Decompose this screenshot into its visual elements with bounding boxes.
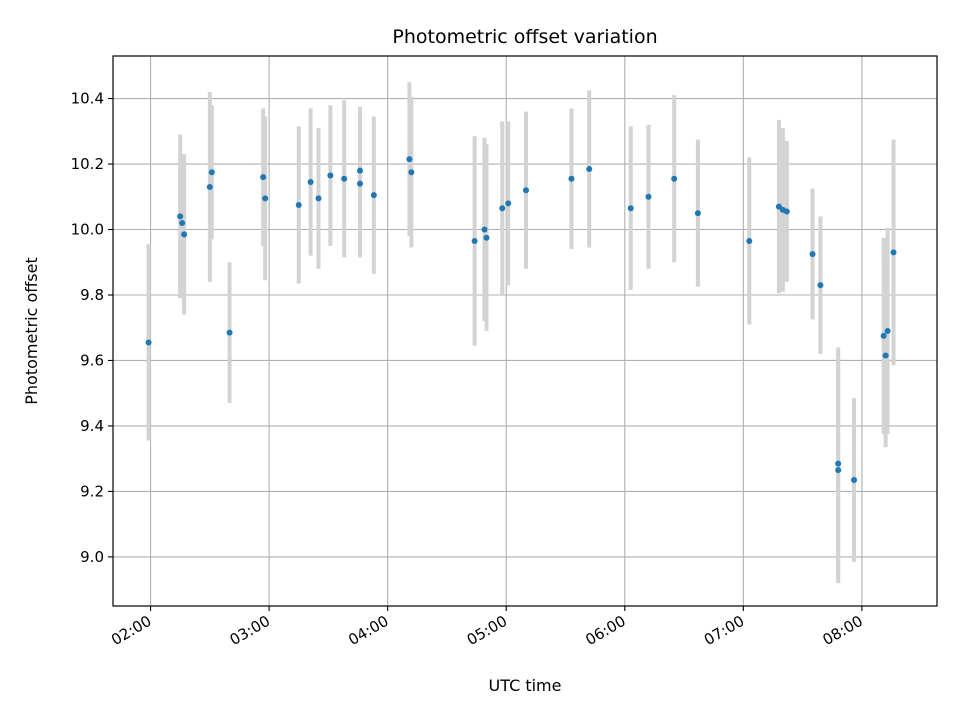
data-point <box>177 213 184 220</box>
x-tick-label: 06:00 <box>582 612 628 649</box>
data-point <box>357 180 364 187</box>
data-point <box>505 200 512 207</box>
data-point <box>884 328 891 334</box>
data-point <box>586 165 593 172</box>
y-axis-ticks: 9.0 9.2 9.4 9.6 9.8 10.0 10.2 10.4 <box>71 90 113 566</box>
x-tick-label: 04:00 <box>345 612 391 649</box>
data-point <box>408 169 415 176</box>
data-point <box>694 210 701 217</box>
data-point <box>206 183 213 190</box>
y-tick-label: 10.4 <box>71 90 104 108</box>
data-point <box>645 193 652 200</box>
data-point <box>471 237 478 244</box>
data-point <box>775 203 782 210</box>
y-tick-label: 9.6 <box>80 351 104 369</box>
data-point <box>809 251 816 258</box>
data-point <box>357 167 364 174</box>
x-tick-label: 05:00 <box>464 612 510 649</box>
y-tick-label: 9.4 <box>80 417 104 435</box>
data-point <box>880 332 887 339</box>
data-point <box>627 205 634 212</box>
x-tick-label: 08:00 <box>819 612 865 649</box>
data-point <box>835 460 842 467</box>
data-point <box>746 237 753 244</box>
data-point <box>260 174 267 181</box>
data-point <box>295 201 302 208</box>
data-point <box>890 249 897 256</box>
data-point <box>179 219 186 226</box>
plot-frame <box>112 55 938 607</box>
data-point <box>226 329 233 336</box>
data-point <box>783 208 790 215</box>
chart-title: Photometric offset variation <box>392 26 657 48</box>
data-point <box>835 467 842 474</box>
data-point <box>341 175 348 182</box>
y-tick-label: 9.0 <box>80 548 104 566</box>
data-point <box>208 169 215 176</box>
data-point <box>671 175 678 182</box>
y-tick-label: 9.2 <box>80 482 104 500</box>
data-point <box>481 226 488 233</box>
y-tick-label: 10.2 <box>71 155 104 173</box>
x-tick-label: 03:00 <box>227 612 273 649</box>
data-points <box>145 156 897 483</box>
data-point <box>145 339 152 346</box>
x-axis-label: UTC time <box>489 676 562 695</box>
data-point <box>406 156 413 163</box>
data-point <box>370 192 377 199</box>
data-point <box>851 476 858 483</box>
data-point <box>327 172 334 179</box>
data-point <box>522 187 529 194</box>
y-tick-label: 9.8 <box>80 286 104 304</box>
data-point <box>307 179 314 186</box>
x-tick-label: 02:00 <box>108 612 154 649</box>
y-axis-label: Photometric offset <box>22 257 41 405</box>
data-point <box>262 195 269 202</box>
y-tick-label: 10.0 <box>71 221 104 239</box>
data-point <box>817 282 824 289</box>
data-point <box>483 234 490 241</box>
data-point <box>499 205 506 212</box>
data-point <box>882 352 889 359</box>
x-tick-label: 07:00 <box>701 612 747 649</box>
data-point <box>568 175 575 182</box>
data-point <box>315 195 322 202</box>
data-point <box>181 231 188 238</box>
x-axis-ticks: 02:00 03:00 04:00 05:00 06:00 07:00 08:00 <box>108 606 866 649</box>
